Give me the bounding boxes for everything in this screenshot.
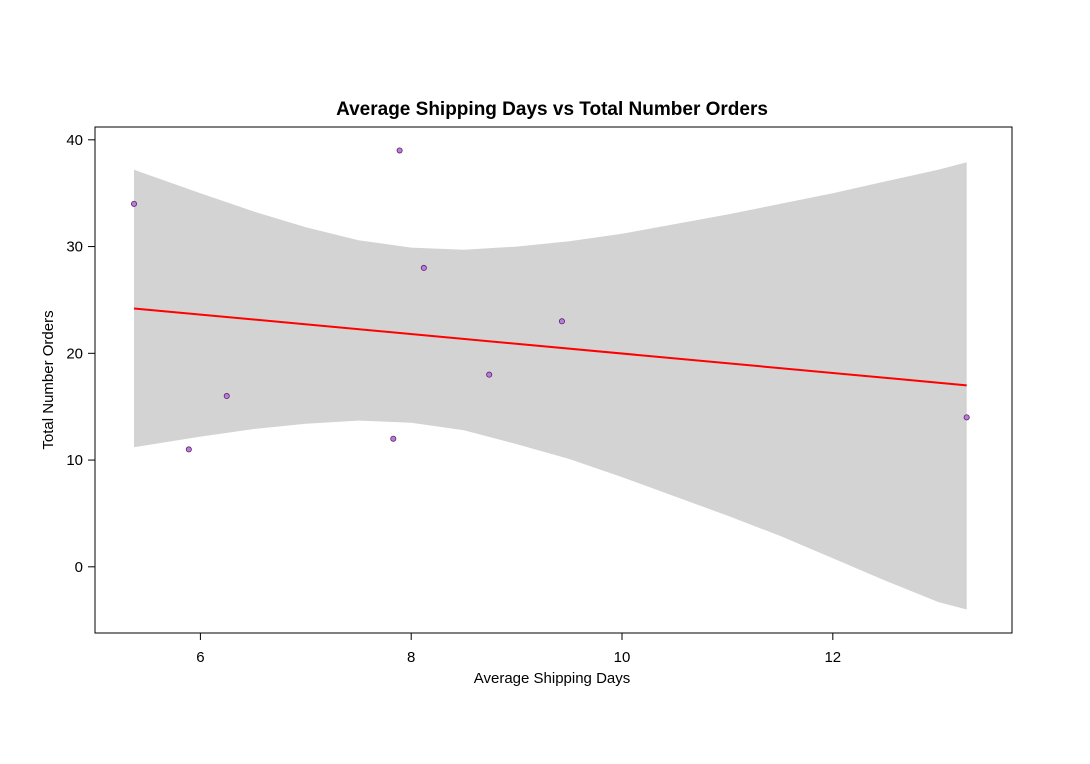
- data-point: [185, 446, 192, 453]
- x-axis-label: Average Shipping Days: [474, 670, 631, 687]
- x-axis: 6 8 10 12: [196, 633, 841, 666]
- data-point: [420, 264, 427, 271]
- x-tick-label: 6: [196, 649, 204, 666]
- confidence-band: [134, 162, 967, 610]
- plot-area: [94, 126, 1013, 634]
- data-point: [486, 371, 493, 378]
- y-tick-label: 20: [66, 345, 83, 362]
- y-tick-label: 10: [66, 452, 83, 469]
- y-tick-label: 0: [75, 559, 83, 576]
- x-tick-label: 12: [824, 649, 841, 666]
- data-point: [558, 318, 565, 325]
- trend-line: [133, 307, 967, 387]
- x-tick-label: 10: [614, 649, 631, 666]
- chart-title: Average Shipping Days vs Total Number Or…: [336, 99, 768, 120]
- data-point: [390, 435, 397, 442]
- plot-frame: [94, 126, 1013, 634]
- y-tick-label: 40: [66, 132, 83, 149]
- data-point: [963, 414, 970, 421]
- data-point: [130, 200, 137, 207]
- y-axis-label: Total Number Orders: [40, 310, 57, 449]
- y-axis: 0 10 20 30 40: [66, 132, 95, 576]
- data-point: [223, 393, 230, 400]
- data-point: [396, 147, 403, 154]
- y-tick-label: 30: [66, 239, 83, 256]
- x-tick-label: 8: [407, 649, 415, 666]
- data-points: [130, 147, 970, 453]
